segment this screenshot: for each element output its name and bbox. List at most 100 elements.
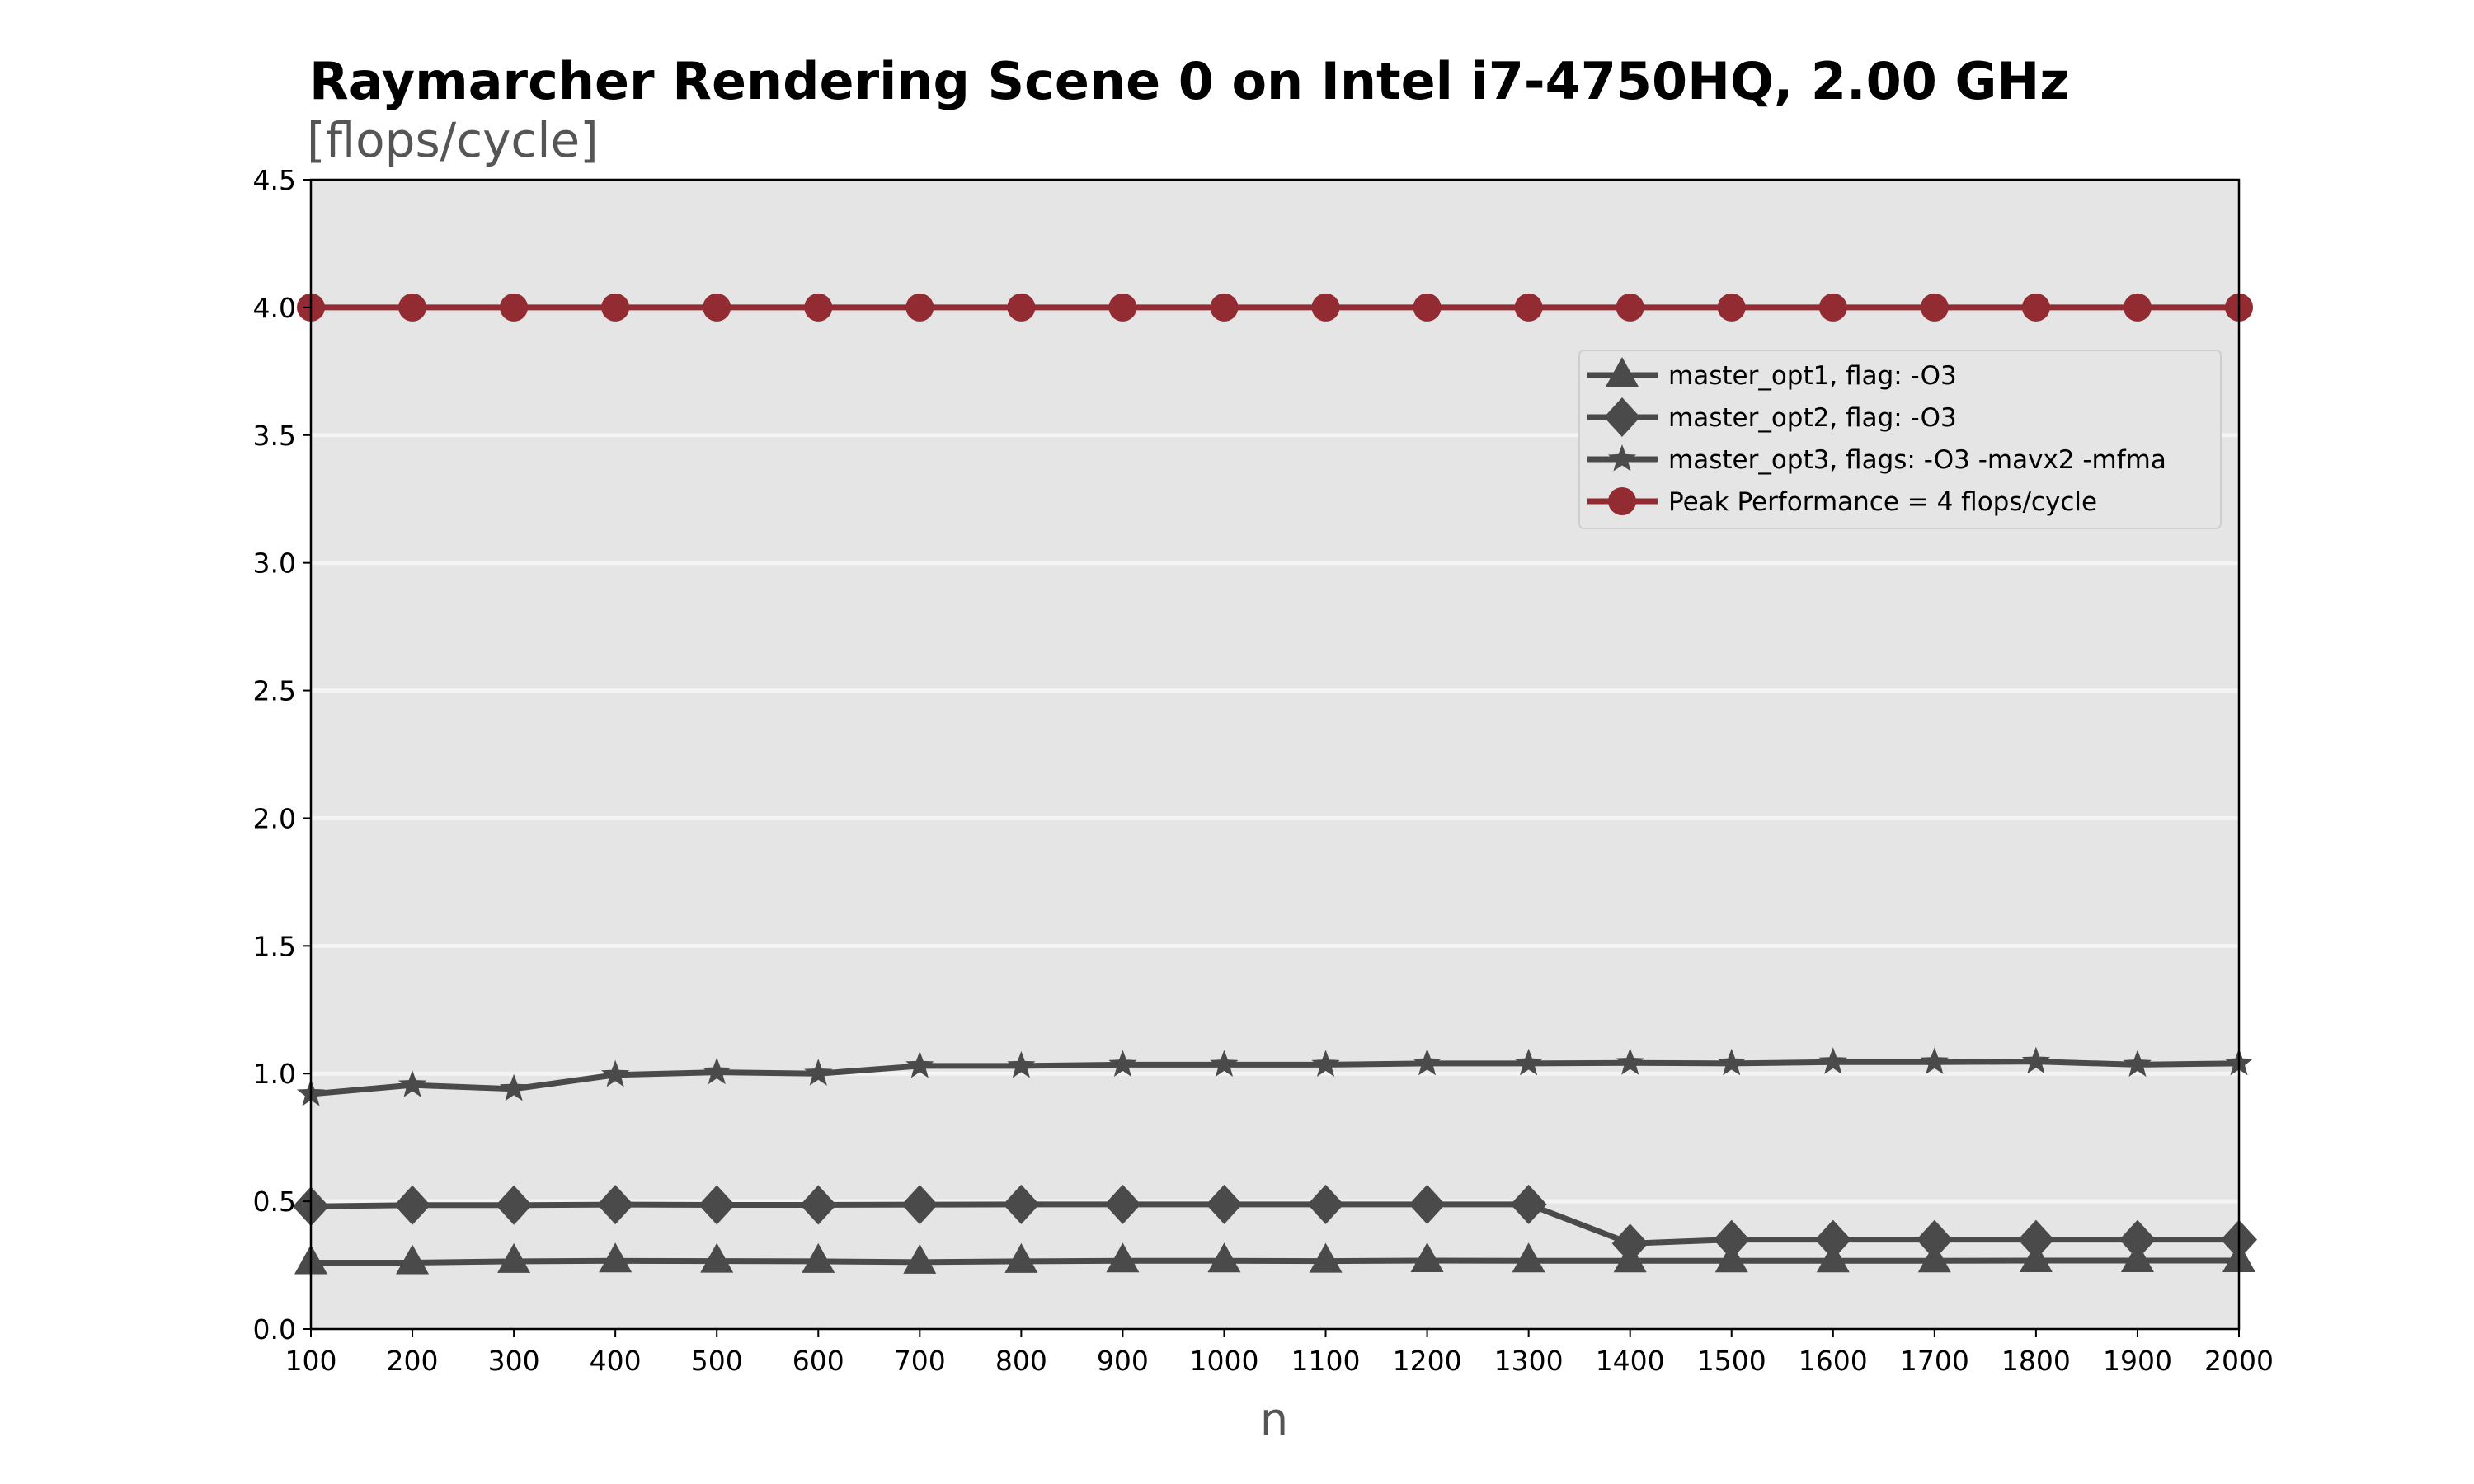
- data-point-star: [703, 1057, 731, 1085]
- chart-title: Raymarcher Rendering Scene 0 on Intel i7…: [309, 51, 2069, 111]
- y-tick-label: 3.0: [253, 547, 296, 580]
- data-point-triangle: [903, 1243, 937, 1274]
- data-point-triangle: [802, 1242, 835, 1273]
- data-point-diamond: [1611, 1223, 1649, 1264]
- data-point-circle: [905, 293, 934, 322]
- legend-label: master_opt1, flag: -O3: [1668, 361, 1957, 391]
- data-point-triangle: [700, 1242, 734, 1273]
- legend: master_opt1, flag: -O3 master_opt2, flag:…: [1578, 350, 2222, 529]
- legend-marker-star: [1607, 444, 1637, 472]
- legend-label: master_opt2, flag: -O3: [1668, 403, 1957, 433]
- data-point-diamond: [1814, 1219, 1851, 1260]
- y-tick-label: 4.5: [253, 164, 296, 196]
- y-tick-label: 2.5: [253, 675, 296, 707]
- data-point-circle: [1514, 293, 1543, 322]
- plot-frame: [309, 178, 2241, 1331]
- x-tick-label: 1000: [1189, 1345, 1258, 1377]
- data-point-diamond: [597, 1185, 634, 1225]
- data-point-star: [804, 1059, 833, 1086]
- series-circle: [297, 293, 2253, 322]
- data-point-diamond: [1916, 1219, 1953, 1260]
- data-point-circle: [1007, 293, 1036, 322]
- data-point-diamond: [2017, 1219, 2054, 1260]
- series-star: [296, 1046, 2254, 1106]
- data-point-diamond: [800, 1185, 837, 1225]
- series-diamond: [293, 1184, 2257, 1264]
- x-tick-label: 1900: [2103, 1345, 2172, 1377]
- data-point-circle: [2123, 293, 2152, 322]
- x-tick-label: 200: [387, 1345, 439, 1377]
- y-tick-label: 1.0: [253, 1058, 296, 1090]
- x-tick-label: 300: [488, 1345, 540, 1377]
- x-tick-label: 1800: [2001, 1345, 2071, 1377]
- data-point-star: [499, 1073, 529, 1101]
- data-point-star: [2021, 1046, 2051, 1074]
- data-point-circle: [1616, 293, 1644, 322]
- data-point-star: [1210, 1050, 1239, 1077]
- x-tick-label: 700: [894, 1345, 946, 1377]
- x-tick-label: 1600: [1799, 1345, 1868, 1377]
- data-point-diamond: [698, 1185, 736, 1225]
- data-point-diamond: [1206, 1184, 1243, 1224]
- x-tick-label: 500: [691, 1345, 743, 1377]
- data-point-triangle: [1207, 1242, 1241, 1273]
- x-tick-label: 1500: [1697, 1345, 1766, 1377]
- x-tick-label: 100: [285, 1345, 337, 1377]
- data-point-triangle: [396, 1244, 430, 1275]
- data-point-diamond: [1003, 1184, 1040, 1224]
- legend-box: [1578, 350, 2222, 529]
- data-point-circle: [1717, 293, 1746, 322]
- data-point-star: [1514, 1048, 1543, 1076]
- x-tick-label: 1400: [1596, 1345, 1665, 1377]
- data-point-star: [1717, 1048, 1746, 1076]
- data-point-star: [1920, 1047, 1949, 1074]
- data-point-circle: [1920, 293, 1949, 322]
- data-point-diamond: [1510, 1184, 1547, 1224]
- data-point-diamond: [1104, 1184, 1141, 1224]
- data-point-circle: [500, 293, 529, 322]
- data-point-diamond: [496, 1185, 533, 1225]
- legend-item: master_opt3, flags: -O3 -mavx2 -mfma: [1587, 444, 2166, 475]
- legend-item: master_opt2, flag: -O3: [1587, 397, 1957, 437]
- data-point-star: [397, 1070, 427, 1097]
- data-point-star: [1311, 1050, 1340, 1077]
- x-tick-label: 600: [793, 1345, 844, 1377]
- data-point-star: [601, 1059, 630, 1087]
- data-point-star: [1007, 1050, 1036, 1078]
- data-point-star: [1818, 1047, 1847, 1074]
- data-point-diamond: [1307, 1184, 1344, 1224]
- series-line: [310, 1059, 2240, 1097]
- y-tick-label: 0.0: [253, 1313, 296, 1345]
- x-tick-label: 1100: [1291, 1345, 1361, 1377]
- x-axis: 100 200 300 400 500 600 700 800 900 1000 1100 1200 1…: [285, 1329, 2274, 1377]
- data-point-circle: [804, 293, 833, 322]
- series-triangle: [294, 1242, 2255, 1275]
- legend-label: Peak Performance = 4 flops/cycle: [1668, 487, 2097, 517]
- y-tick-label: 1.5: [253, 930, 296, 962]
- data-point-star: [2123, 1050, 2152, 1077]
- data-point-circle: [2021, 293, 2050, 322]
- x-axis-label: n: [1260, 1393, 1288, 1445]
- data-point-star: [1616, 1048, 1644, 1075]
- y-tick-label: 2.0: [253, 802, 296, 834]
- x-tick-label: 1300: [1494, 1345, 1564, 1377]
- x-tick-label: 900: [1097, 1345, 1149, 1377]
- data-point-circle: [1108, 293, 1137, 322]
- legend-marker-triangle: [1606, 357, 1639, 387]
- data-point-triangle: [1106, 1242, 1140, 1273]
- legend-item: Peak Performance = 4 flops/cycle: [1587, 487, 2097, 517]
- data-point-circle: [703, 293, 731, 322]
- data-point-circle: [1818, 293, 1847, 322]
- y-tick-label: 0.5: [253, 1186, 296, 1218]
- data-point-triangle: [497, 1242, 531, 1273]
- data-point-triangle: [1309, 1242, 1343, 1273]
- data-point-diamond: [394, 1185, 431, 1225]
- data-point-star: [1413, 1048, 1442, 1076]
- legend-item: master_opt1, flag: -O3: [1587, 357, 1957, 391]
- legend-marker-circle: [1608, 487, 1636, 515]
- data-point-circle: [1311, 293, 1340, 322]
- data-point-circle: [1413, 293, 1442, 322]
- x-tick-label: 1200: [1393, 1345, 1462, 1377]
- x-tick-label: 800: [995, 1345, 1047, 1377]
